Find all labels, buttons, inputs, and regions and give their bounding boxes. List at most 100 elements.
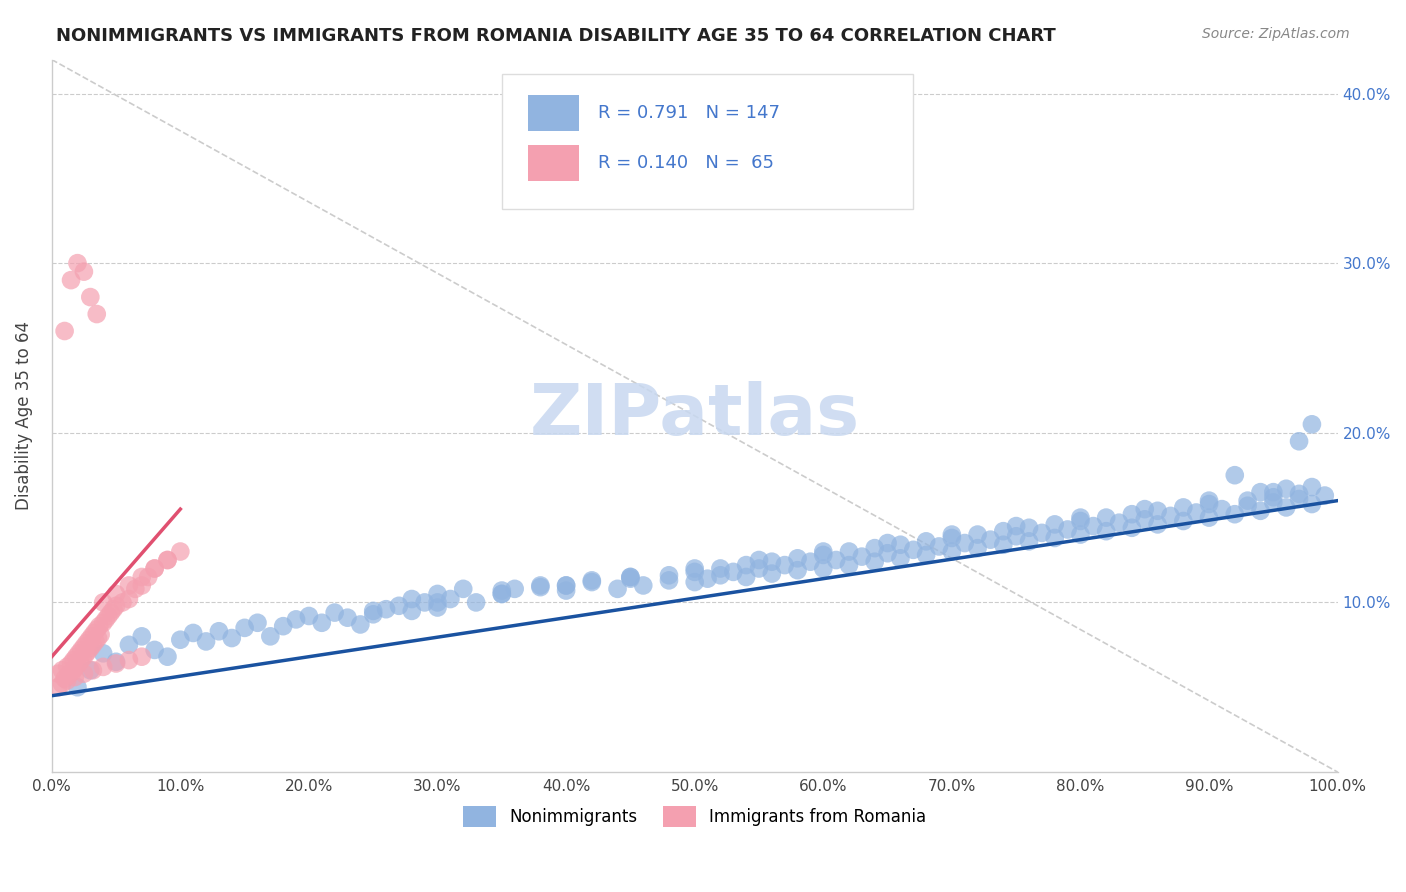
- Point: [1018, 534, 1040, 549]
- Point: [1263, 495, 1285, 509]
- Point: [83, 626, 105, 640]
- Point: [361, 607, 384, 622]
- Point: [581, 575, 603, 590]
- Point: [1005, 519, 1028, 533]
- Point: [993, 538, 1015, 552]
- Point: [1095, 510, 1118, 524]
- Point: [491, 587, 513, 601]
- Point: [53, 324, 76, 338]
- Point: [748, 553, 770, 567]
- Point: [86, 623, 108, 637]
- Point: [118, 578, 141, 592]
- Point: [56, 660, 79, 674]
- Point: [46, 680, 69, 694]
- Point: [709, 568, 731, 582]
- Point: [90, 627, 112, 641]
- Point: [723, 565, 745, 579]
- Point: [60, 665, 83, 679]
- Point: [465, 595, 488, 609]
- Point: [966, 541, 988, 556]
- Point: [66, 256, 89, 270]
- Point: [503, 582, 526, 596]
- Point: [80, 629, 103, 643]
- Point: [66, 658, 89, 673]
- Point: [1173, 514, 1195, 528]
- Point: [491, 583, 513, 598]
- Point: [181, 626, 204, 640]
- Point: [863, 555, 886, 569]
- Point: [69, 655, 91, 669]
- Point: [131, 629, 153, 643]
- FancyBboxPatch shape: [527, 95, 579, 131]
- Point: [1250, 485, 1272, 500]
- Point: [136, 570, 159, 584]
- Point: [1198, 510, 1220, 524]
- Point: [1223, 507, 1246, 521]
- Point: [581, 574, 603, 588]
- Point: [1288, 434, 1310, 449]
- Point: [825, 553, 848, 567]
- Point: [941, 531, 963, 545]
- Point: [1275, 500, 1298, 515]
- Point: [221, 631, 243, 645]
- Point: [1146, 504, 1168, 518]
- Point: [813, 561, 835, 575]
- Point: [1083, 519, 1105, 533]
- Point: [131, 578, 153, 592]
- Legend: Nonimmigrants, Immigrants from Romania: Nonimmigrants, Immigrants from Romania: [454, 798, 935, 835]
- Point: [876, 536, 898, 550]
- Point: [401, 604, 423, 618]
- Point: [118, 592, 141, 607]
- Point: [1043, 531, 1066, 545]
- Point: [915, 534, 938, 549]
- Point: [633, 578, 655, 592]
- Point: [619, 570, 641, 584]
- Point: [863, 541, 886, 556]
- Y-axis label: Disability Age 35 to 64: Disability Age 35 to 64: [15, 321, 32, 510]
- Point: [1133, 512, 1156, 526]
- Point: [941, 544, 963, 558]
- Text: ZIPatlas: ZIPatlas: [530, 381, 859, 450]
- Point: [1275, 482, 1298, 496]
- Point: [748, 561, 770, 575]
- Point: [124, 582, 146, 596]
- Point: [555, 578, 578, 592]
- Point: [889, 551, 911, 566]
- Text: R = 0.140   N =  65: R = 0.140 N = 65: [598, 154, 775, 172]
- Point: [60, 273, 83, 287]
- Point: [491, 587, 513, 601]
- Point: [1313, 489, 1336, 503]
- Point: [439, 592, 461, 607]
- Point: [555, 583, 578, 598]
- Point: [1173, 500, 1195, 515]
- Point: [426, 600, 449, 615]
- FancyBboxPatch shape: [527, 145, 579, 181]
- Point: [876, 546, 898, 560]
- Point: [1250, 504, 1272, 518]
- Point: [156, 649, 179, 664]
- Point: [1146, 517, 1168, 532]
- Point: [323, 606, 346, 620]
- Point: [118, 638, 141, 652]
- Point: [53, 672, 76, 686]
- Point: [889, 538, 911, 552]
- Point: [1095, 524, 1118, 538]
- Point: [63, 670, 86, 684]
- Point: [683, 561, 706, 575]
- Point: [91, 615, 114, 630]
- Point: [388, 599, 411, 613]
- Point: [1301, 497, 1323, 511]
- Point: [94, 612, 117, 626]
- Point: [79, 290, 101, 304]
- Point: [46, 666, 69, 681]
- Point: [953, 536, 976, 550]
- Point: [77, 632, 100, 647]
- Point: [1005, 529, 1028, 543]
- Point: [1018, 521, 1040, 535]
- Point: [156, 553, 179, 567]
- Point: [89, 619, 111, 633]
- Point: [915, 548, 938, 562]
- Point: [143, 561, 166, 575]
- Point: [735, 570, 758, 584]
- Point: [619, 570, 641, 584]
